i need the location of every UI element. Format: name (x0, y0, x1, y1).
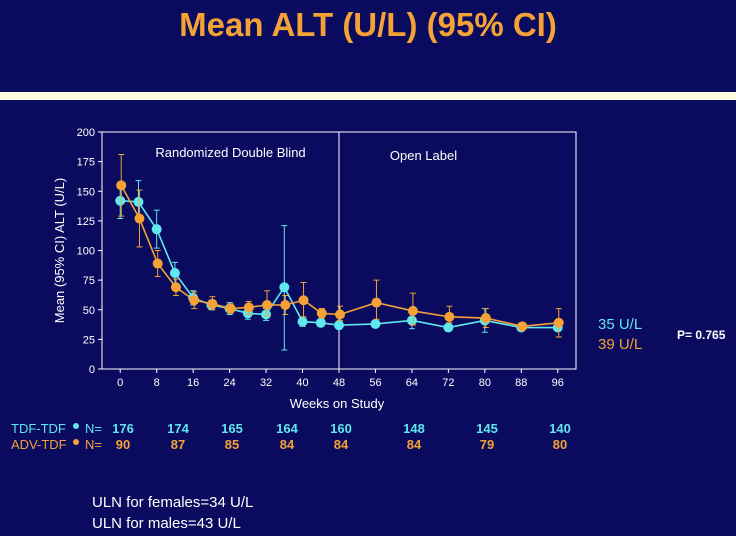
x-tick-label: 88 (515, 377, 527, 389)
x-tick-label: 32 (260, 377, 272, 389)
tdf-data-point (133, 196, 144, 207)
y-tick-label: 25 (83, 334, 95, 346)
adv-data-point (480, 313, 491, 324)
tdf-data-point (115, 195, 126, 206)
x-tick-label: 96 (552, 377, 564, 389)
adv-n-label: ADV-TDF (11, 437, 67, 452)
tdf-n-row: TDF-TDF N= 176 174 165 164 160 148 145 1… (0, 421, 736, 437)
adv-series-line (120, 184, 559, 328)
adv-data-point (116, 180, 127, 191)
adv-n-row: ADV-TDF N= 90 87 85 84 84 84 79 80 (0, 437, 736, 453)
y-tick-label: 50 (83, 305, 95, 317)
adv-data-point (553, 317, 564, 328)
tdf-n-value: 176 (112, 421, 134, 436)
adv-n-value: 87 (170, 437, 186, 452)
adv-n-prefix: N= (85, 437, 102, 452)
tdf-data-point (297, 316, 308, 327)
tdf-marker-icon (73, 423, 79, 429)
tdf-data-point (370, 318, 381, 329)
x-tick-label: 8 (154, 377, 160, 389)
adv-data-point (517, 321, 528, 332)
tdf-data-point (334, 320, 344, 331)
x-tick-label: 80 (479, 377, 491, 389)
tdf-data-point (261, 309, 272, 320)
y-tick-label: 175 (77, 157, 95, 169)
x-tick-label: 0 (117, 377, 123, 389)
x-axis-label: Weeks on Study (290, 396, 385, 411)
page-title: Mean ALT (U/L) (95% CI) (179, 6, 557, 43)
x-tick-label: 72 (442, 377, 454, 389)
adv-data-point (134, 213, 145, 224)
tdf-n-value: 174 (167, 421, 189, 436)
tdf-data-point (151, 224, 162, 235)
adv-n-value: 84 (406, 437, 422, 452)
y-tick-label: 150 (77, 186, 95, 198)
y-tick-label: 0 (89, 364, 95, 376)
adv-data-point (225, 303, 236, 314)
adv-marker-icon (73, 439, 79, 445)
tdf-data-point (406, 315, 417, 326)
region-label-open-label: Open Label (390, 148, 457, 163)
x-tick-label: 56 (369, 377, 381, 389)
tdf-data-point (279, 282, 290, 293)
adv-data-point (444, 311, 455, 322)
region-label-double-blind: Randomized Double Blind (155, 145, 305, 160)
adv-n-value: 90 (115, 437, 131, 452)
tdf-n-prefix: N= (85, 421, 102, 436)
adv-data-point (152, 258, 163, 269)
y-tick-label: 200 (77, 127, 95, 139)
adv-data-point (371, 297, 382, 308)
adv-data-point (298, 295, 309, 306)
adv-data-point (316, 308, 327, 319)
adv-data-point (189, 295, 200, 306)
adv-n-value: 84 (333, 437, 349, 452)
x-tick-label: 24 (223, 377, 235, 389)
adv-data-point (280, 300, 291, 311)
adv-n-value: 85 (224, 437, 240, 452)
x-tick-label: 64 (406, 377, 418, 389)
tdf-n-value: 145 (476, 421, 498, 436)
tdf-data-point (169, 268, 180, 279)
x-tick-label: 40 (296, 377, 308, 389)
y-tick-label: 75 (83, 275, 95, 287)
p-value: P= 0.765 (677, 328, 726, 342)
adv-data-point (170, 282, 181, 293)
uln-females: ULN for females=34 U/L (92, 494, 254, 511)
tdf-n-value: 160 (330, 421, 352, 436)
tdf-end-label: 35 U/L (598, 316, 643, 333)
x-tick-label: 48 (333, 377, 345, 389)
adv-data-point (407, 305, 418, 316)
adv-data-point (243, 302, 254, 313)
tdf-data-point (443, 322, 454, 333)
x-tick-label: 16 (187, 377, 199, 389)
y-axis-label: Mean (95% CI) ALT (U/L) (52, 178, 67, 323)
adv-end-label: 39 U/L (598, 336, 643, 353)
adv-data-point (262, 300, 273, 311)
y-tick-label: 125 (77, 216, 95, 228)
y-tick-label: 100 (77, 246, 95, 258)
uln-males: ULN for males=43 U/L (92, 515, 241, 532)
adv-n-value: 84 (279, 437, 295, 452)
tdf-n-value: 165 (221, 421, 243, 436)
title-divider (0, 92, 736, 100)
adv-n-value: 80 (552, 437, 568, 452)
tdf-n-label: TDF-TDF (11, 421, 66, 436)
adv-n-value: 79 (479, 437, 495, 452)
tdf-n-value: 164 (276, 421, 298, 436)
tdf-data-point (315, 317, 326, 328)
adv-data-point (335, 309, 345, 320)
tdf-n-value: 148 (403, 421, 425, 436)
adv-data-point (207, 298, 218, 309)
tdf-n-value: 140 (549, 421, 571, 436)
